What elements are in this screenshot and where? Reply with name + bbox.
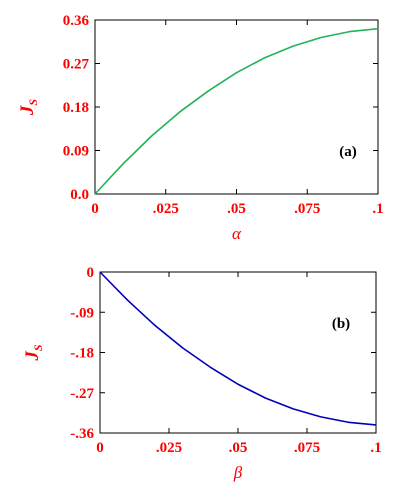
x-tick-label: .1: [372, 201, 383, 217]
y-axis-title: JS: [17, 99, 40, 117]
x-tick-label: 0: [96, 440, 104, 456]
y-tick-label: 0: [87, 265, 95, 281]
x-axis-title: α: [232, 224, 242, 243]
x-axis-title: β: [233, 463, 243, 482]
chart-panel-b: 0 .025 .05 .075 .1 0 -.09 -.18 -.27 -.36 β JS (b): [22, 265, 382, 482]
x-tick-label: .1: [370, 440, 381, 456]
y-axis-title-subscript: S: [31, 344, 45, 351]
y-tick-label: 0.09: [63, 144, 89, 160]
x-tick-label: .025: [156, 440, 182, 456]
y-tick-label: 0.27: [63, 57, 90, 73]
y-axis-title-subscript: S: [26, 99, 40, 106]
y-tick-label: 0.36: [63, 13, 90, 29]
y-tick-label: -.36: [70, 426, 94, 442]
series-line: [99, 271, 377, 426]
series-line: [94, 27, 379, 195]
y-tick-label: -.09: [70, 305, 94, 321]
x-tick-label: .025: [153, 201, 179, 217]
panel-label: (b): [332, 316, 350, 332]
y-tick-label: 0.18: [63, 100, 89, 116]
y-tick-label: 0.0: [70, 187, 89, 203]
plot-frame: [99, 271, 377, 434]
x-tick-label: 0: [91, 201, 99, 217]
y-tick-label: -.27: [70, 386, 94, 402]
plot-frame: [94, 19, 379, 195]
x-tick-label: .05: [229, 440, 248, 456]
chart-panel-a: 0 .025 .05 .075 .1 0.0 0.09 0.18 0.27 0.36 α JS (a): [17, 13, 384, 243]
panel-label: (a): [339, 144, 357, 160]
y-tick-label: -.18: [70, 346, 94, 362]
x-tick-label: .075: [294, 201, 320, 217]
y-axis-title-main: J: [22, 351, 43, 362]
x-tick-label: .05: [227, 201, 246, 217]
x-tick-label: .075: [294, 440, 320, 456]
y-axis-title: JS: [22, 344, 45, 362]
y-axis-title-main: J: [17, 105, 38, 116]
